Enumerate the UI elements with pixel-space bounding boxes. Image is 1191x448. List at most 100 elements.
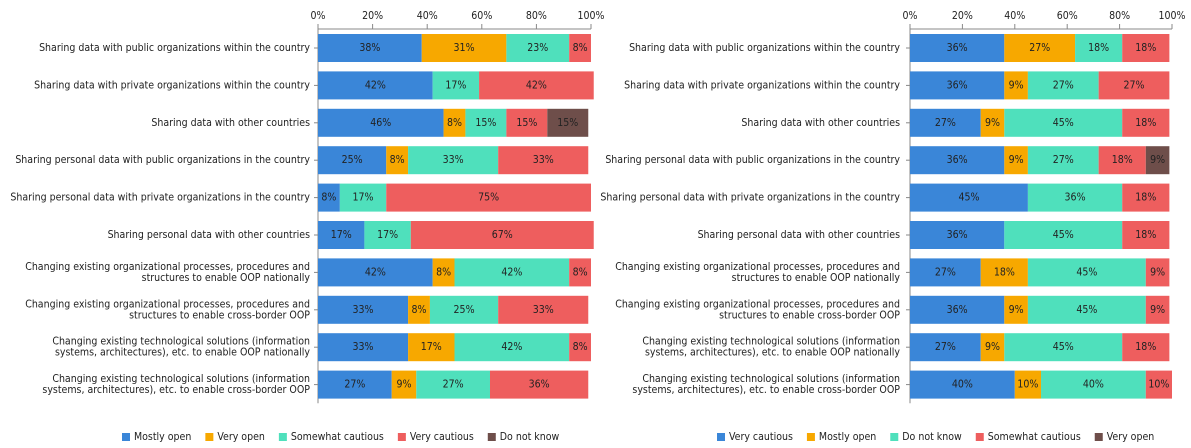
data-label: 27% (1053, 154, 1074, 166)
data-label: 46% (370, 117, 391, 129)
bar-segment (1027, 146, 1099, 175)
data-label: 18% (1135, 229, 1156, 241)
data-label: 9% (1150, 154, 1165, 166)
bar-segment (408, 146, 499, 175)
data-label: 9% (1150, 304, 1165, 316)
data-label: 38% (359, 42, 380, 54)
category-label: Sharing personal data with private organ… (10, 192, 310, 204)
bar-segment (910, 71, 1005, 100)
bar-segment (1027, 71, 1099, 100)
data-label: 8% (573, 341, 588, 353)
data-label: 17% (353, 192, 374, 204)
data-label: 36% (947, 154, 968, 166)
data-label: 42% (526, 79, 547, 91)
bar-segment (386, 183, 591, 212)
category-label: Sharing personal data with private organ… (600, 192, 900, 204)
bar-segment (1041, 370, 1146, 399)
legend-swatch (205, 433, 214, 441)
bar-segment (391, 370, 417, 399)
data-label: 40% (1083, 379, 1104, 391)
bar-segment (910, 295, 1005, 324)
category-label: Changing existing organizational process… (25, 298, 310, 321)
data-label: 45% (1053, 341, 1074, 353)
x-tick-label: 60% (471, 10, 492, 22)
category-label: Sharing personal data with public organi… (15, 154, 310, 166)
data-label: 45% (1053, 229, 1074, 241)
data-label: 42% (501, 341, 522, 353)
legend-swatch (397, 433, 406, 441)
data-label: 27% (344, 379, 365, 391)
bar-segment (1098, 146, 1146, 175)
data-label: 8% (412, 304, 427, 316)
data-label: 8% (436, 266, 451, 278)
data-label: 17% (377, 229, 398, 241)
data-label: 42% (365, 266, 386, 278)
bar-segment (408, 295, 430, 324)
bar-segment (910, 221, 1005, 249)
data-label: 45% (1076, 304, 1097, 316)
data-label: 40% (952, 379, 973, 391)
bar-segment (498, 146, 589, 175)
x-tick-label: 40% (417, 10, 438, 22)
bar-segment (1122, 221, 1170, 249)
data-label: 18% (994, 266, 1015, 278)
data-label: 42% (365, 79, 386, 91)
bar-segment (408, 333, 455, 362)
bar-segment (1004, 71, 1028, 100)
data-label: 36% (947, 79, 968, 91)
category-label: Sharing data with private organizations … (34, 79, 310, 91)
bar-segment (1145, 295, 1170, 324)
legend-swatch (1094, 433, 1103, 441)
category-label: Sharing personal data with other countri… (108, 229, 311, 241)
bar-segment (1004, 221, 1123, 249)
data-label: 10% (1017, 379, 1038, 391)
data-label: 23% (527, 42, 548, 54)
bar-segment (364, 221, 411, 249)
category-label: Changing existing technological solution… (42, 373, 310, 396)
data-label: 45% (958, 192, 979, 204)
data-label: 27% (1029, 42, 1050, 54)
legend-swatch (278, 433, 287, 441)
category-label: Sharing personal data with public organi… (605, 154, 900, 166)
bar-segment (1004, 108, 1123, 137)
data-label: 9% (1009, 154, 1024, 166)
bar-segment (443, 108, 466, 137)
data-label: 36% (1065, 192, 1086, 204)
data-label: 9% (1009, 79, 1024, 91)
category-label: Sharing data with other countries (741, 117, 900, 129)
data-label: 25% (454, 304, 475, 316)
data-label: 9% (985, 117, 1000, 129)
data-label: 15% (516, 117, 537, 129)
bar-segment (318, 221, 365, 249)
x-tick-label: 80% (1109, 10, 1130, 22)
data-label: 27% (443, 379, 464, 391)
bar-segment (910, 370, 1015, 399)
data-label: 33% (533, 154, 554, 166)
bar-segment (429, 295, 499, 324)
category-label: Changing existing technological solution… (632, 373, 900, 396)
data-label: 8% (573, 266, 588, 278)
category-label: Changing existing organizational process… (615, 298, 900, 321)
bar-segment (318, 295, 409, 324)
data-label: 8% (447, 117, 462, 129)
bar-segment (318, 146, 387, 175)
category-label: Changing existing technological solution… (642, 336, 900, 359)
bar-segment (454, 258, 570, 287)
bar-segment (318, 333, 409, 362)
x-tick-label: 80% (526, 10, 547, 22)
legend-label: Somewhat cautious (988, 431, 1081, 443)
legend-swatch (975, 433, 984, 441)
data-label: 17% (445, 79, 466, 91)
bar-segment (432, 258, 455, 287)
category-label: Sharing data with other countries (151, 117, 310, 129)
legend-label: Mostly open (819, 431, 876, 443)
data-label: 27% (1124, 79, 1145, 91)
data-label: 33% (533, 304, 554, 316)
bar-segment (1004, 333, 1123, 362)
data-label: 67% (492, 229, 513, 241)
data-label: 17% (421, 341, 442, 353)
legend-swatch (122, 433, 130, 441)
bar-segment (569, 333, 591, 362)
data-label: 18% (1135, 42, 1156, 54)
bar-segment (910, 108, 981, 137)
